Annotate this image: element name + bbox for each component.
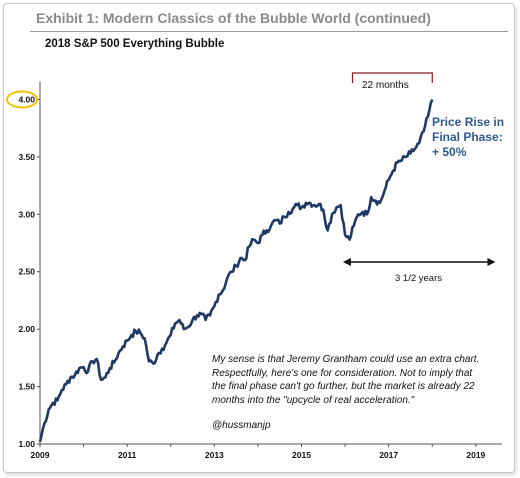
highlight-circle [6,90,38,109]
y-tick-label: 2.00 [18,324,35,334]
commentary-line: My sense is that Jeremy Grantham could u… [212,354,480,365]
x-tick-label: 2019 [466,450,485,460]
chart-title: 2018 S&P 500 Everything Bubble [45,38,225,50]
price-rise-annotation: Price Rise in Final Phase: + 50% [432,115,504,160]
x-tick-label: 2011 [118,450,137,460]
sp500-series-line [38,98,434,443]
commentary-line: the final phase can't go further, but th… [212,381,475,392]
y-tick-label: 4.00 [18,94,35,104]
months-annotation: 22 months [362,80,409,91]
y-tick-label: 3.50 [18,152,35,162]
years-arrow-head-left [342,258,351,266]
price-rise-line: Final Phase: [432,130,503,144]
months-bracket [351,72,433,83]
y-tick-label: 3.00 [18,209,35,219]
commentary-line: Respectfully, here's one for considerati… [212,367,473,379]
price-rise-line: Price Rise in [432,115,505,129]
exhibit-frame [3,3,515,473]
author-handle: @hussmanjp [212,420,271,431]
title-divider [30,31,508,32]
y-tick-label: 1.00 [18,439,35,449]
x-tick-label: 2015 [292,450,311,460]
commentary-line: months into the "upcycle of real acceler… [212,394,415,406]
price-rise-line: + 50% [432,145,467,159]
years-annotation: 3 1/2 years [395,273,442,284]
exhibit-title: Exhibit 1: Modern Classics of the Bubble… [36,10,431,26]
x-tick-label: 2009 [31,450,50,460]
y-tick-label: 1.50 [18,382,35,392]
commentary-text: My sense is that Jeremy Grantham could u… [212,353,512,407]
x-tick-label: 2017 [379,450,398,460]
x-tick-label: 2013 [205,450,224,460]
y-tick-label: 2.50 [18,267,35,277]
years-arrow-head-right [487,258,496,266]
